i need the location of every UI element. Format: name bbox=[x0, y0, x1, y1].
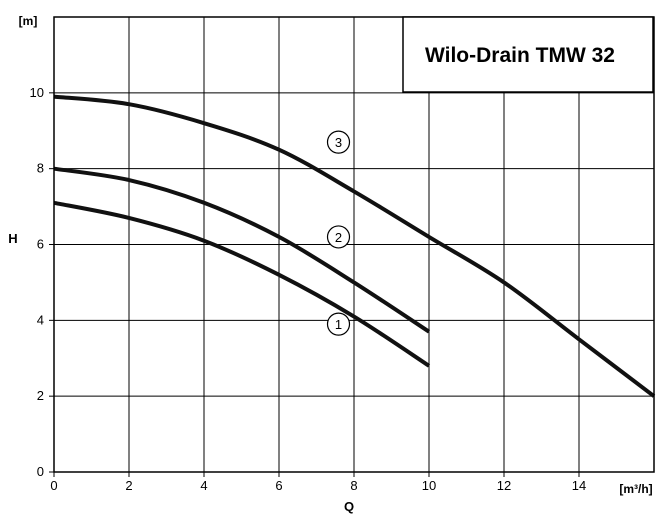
curve-label-2: 2 bbox=[335, 230, 342, 245]
x-tick-label: 6 bbox=[275, 478, 282, 493]
y-tick-label: 8 bbox=[37, 161, 44, 176]
curve-label-1: 1 bbox=[335, 317, 342, 332]
x-tick-label: 14 bbox=[572, 478, 586, 493]
y-tick-label: 4 bbox=[37, 312, 44, 327]
grid bbox=[54, 17, 654, 472]
curve-3 bbox=[53, 94, 656, 398]
title-box: Wilo-Drain TMW 32 bbox=[402, 16, 654, 93]
y-tick-label: 6 bbox=[37, 237, 44, 252]
x-tick-label: 12 bbox=[497, 478, 511, 493]
x-tick-label: 4 bbox=[200, 478, 207, 493]
curve-2 bbox=[53, 166, 431, 334]
x-axis-unit: [m³/h] bbox=[619, 482, 652, 496]
y-axis-label: H bbox=[8, 231, 17, 246]
x-tick-label: 8 bbox=[350, 478, 357, 493]
curve-label-circle-3 bbox=[326, 130, 351, 154]
x-tick-label: 2 bbox=[125, 478, 132, 493]
curves: 1 2 3 bbox=[53, 94, 656, 398]
y-tick-label: 2 bbox=[37, 388, 44, 403]
y-tick-label: 10 bbox=[30, 85, 44, 100]
plot-border bbox=[53, 16, 655, 473]
curve-label-circle-2 bbox=[326, 225, 351, 249]
x-tick-label: 0 bbox=[50, 478, 57, 493]
title-box-frame bbox=[402, 16, 654, 93]
x-tick-label: 10 bbox=[422, 478, 436, 493]
y-axis-unit: [m] bbox=[19, 14, 38, 28]
curve-label-3: 3 bbox=[335, 135, 342, 150]
curve-label-circle-1 bbox=[326, 312, 351, 336]
x-axis-label: Q bbox=[344, 499, 354, 514]
chart-title: Wilo-Drain TMW 32 bbox=[425, 44, 615, 67]
curve-1 bbox=[53, 200, 431, 368]
y-tick-label: 0 bbox=[37, 464, 44, 479]
